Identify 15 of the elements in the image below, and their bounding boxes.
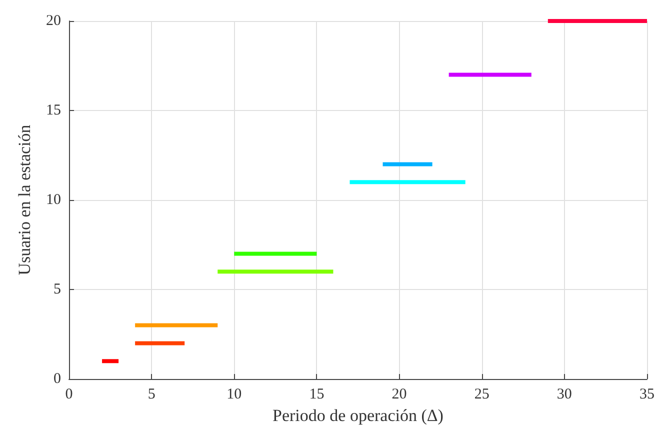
x-tick-label: 20 bbox=[392, 386, 407, 402]
x-axis-title: Periodo de operación (Δ) bbox=[272, 406, 444, 425]
x-tick-label: 15 bbox=[309, 386, 324, 402]
x-tick-label: 25 bbox=[474, 386, 490, 402]
y-tick-label: 20 bbox=[46, 13, 61, 29]
y-tick-label: 15 bbox=[46, 102, 61, 118]
x-tick-label: 0 bbox=[65, 386, 73, 402]
x-tick-label: 5 bbox=[148, 386, 156, 402]
x-tick-label: 30 bbox=[556, 386, 572, 402]
y-tick-label: 5 bbox=[54, 282, 61, 298]
y-axis-title: Usuario en la estación bbox=[15, 124, 34, 276]
y-tick-label: 10 bbox=[46, 192, 61, 208]
y-tick-label: 0 bbox=[54, 371, 61, 387]
x-tick-label: 10 bbox=[226, 386, 242, 402]
x-tick-label: 35 bbox=[640, 386, 654, 402]
